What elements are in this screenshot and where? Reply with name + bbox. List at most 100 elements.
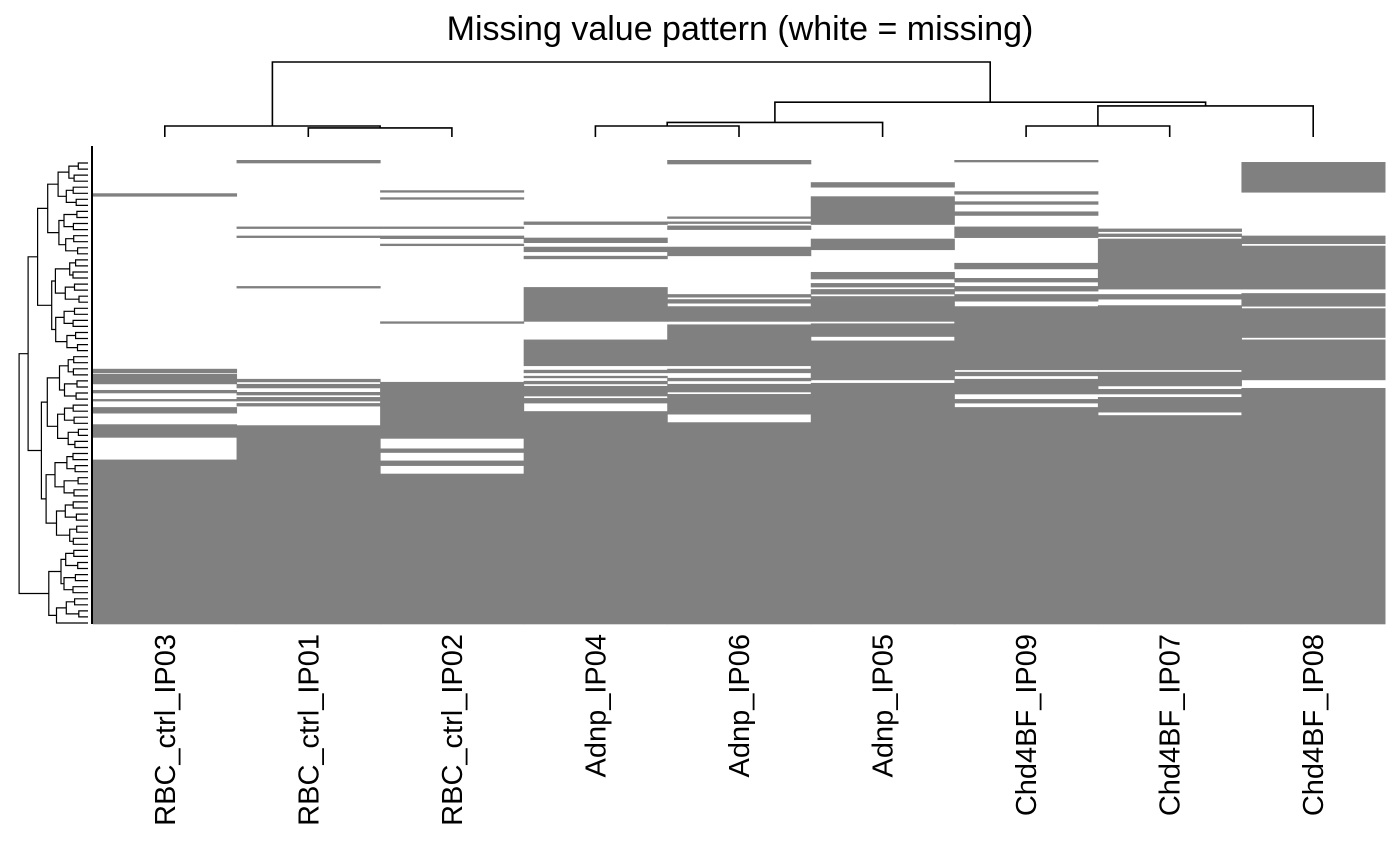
heatmap-cell-block [236, 160, 381, 164]
heatmap-cell-block [810, 238, 955, 251]
row-dendrogram-branch [76, 210, 88, 219]
row-dendrogram-branch [72, 222, 88, 231]
row-dendrogram-branch [54, 462, 67, 488]
row-dendrogram-branch [72, 404, 88, 412]
heatmap-cell-block [810, 204, 955, 225]
row-dendrogram-branch [63, 480, 79, 494]
heatmap-cell-block [810, 296, 955, 322]
heatmap-cell-block [954, 321, 1099, 371]
heatmap-cell-block [954, 371, 1099, 377]
heatmap-cell-block [954, 294, 1099, 302]
row-dendrogram-branch [55, 607, 88, 624]
row-dendrogram-branch [72, 452, 88, 461]
heatmap-cell-block [93, 193, 238, 197]
heatmap-cell-block [954, 262, 1099, 270]
heatmap-cell-block [523, 385, 668, 397]
column-label-Adnp_IP04: Adnp_IP04 [580, 634, 612, 778]
heatmap-cell-block [523, 369, 668, 374]
heatmap-cell-block [93, 459, 238, 625]
heatmap-cell-block [954, 201, 1099, 205]
heatmap-cell-block [236, 383, 381, 389]
heatmap-cell-block [1097, 294, 1242, 300]
row-dendrogram-branch [78, 295, 88, 303]
heatmap-cell-block [1241, 162, 1386, 193]
row-dendrogram-branch [74, 598, 88, 606]
heatmap-cell-block [954, 211, 1099, 216]
heatmap-cell-block [93, 407, 238, 414]
row-dendrogram-branch [60, 558, 66, 585]
row-dendrogram-branch [73, 283, 88, 291]
heatmap-cell-block [380, 190, 525, 193]
column-label-Adnp_IP05: Adnp_IP05 [868, 634, 900, 778]
row-dendrogram-branch [18, 353, 49, 595]
heatmap-cell-block [236, 403, 381, 407]
heatmap-cell-block [667, 422, 812, 625]
row-dendrogram-branch [72, 586, 88, 594]
heatmap-cell-block [1097, 228, 1242, 232]
heatmap-cell-block [1097, 397, 1242, 413]
heatmap-cell-block [523, 339, 668, 367]
heatmap-cell-block [810, 283, 955, 288]
row-dendrogram-branch [65, 238, 78, 252]
row-dendrogram-branch [72, 501, 88, 509]
heatmap-cell-block [236, 392, 381, 396]
heatmap-cell-block [667, 246, 812, 257]
heatmap-cell-block [1241, 387, 1386, 625]
heatmap-cell-block [523, 375, 668, 379]
row-dendrogram-branch [54, 268, 70, 294]
heatmap-cell-block [954, 191, 1099, 195]
heatmap-cell-block [523, 237, 668, 244]
heatmap-cell-block [93, 389, 238, 394]
row-dendrogram-branch [75, 392, 88, 400]
heatmap-cell-block [236, 286, 381, 289]
row-dendrogram-branch [47, 183, 59, 234]
row-dendrogram-branch [77, 428, 88, 436]
row-dendrogram-branch [63, 577, 76, 591]
heatmap-column-RBC_ctrl_IP02 [380, 190, 525, 625]
row-dendrogram-branch [73, 307, 88, 315]
heatmap-cell-block [667, 221, 812, 224]
row-dendrogram-branch [57, 413, 69, 439]
heatmap-column-Chd4BF_IP08 [1241, 162, 1386, 625]
column-label-RBC_ctrl_IP03: RBC_ctrl_IP03 [150, 634, 182, 826]
row-dendrogram-branch [63, 213, 77, 228]
heatmap-cell-block [810, 340, 955, 381]
row-dendrogram-branch [77, 477, 88, 485]
heatmap-column-Chd4BF_IP07 [1097, 228, 1242, 625]
row-dendrogram-branch [63, 383, 77, 397]
row-dendrogram-branch [55, 510, 70, 536]
heatmap-cell-block [380, 385, 525, 439]
heatmap-cell-block [1097, 415, 1242, 625]
heatmap-column-Adnp_IP06 [667, 160, 812, 625]
heatmap-cell-block [93, 424, 238, 438]
heatmap-cell-block [93, 373, 238, 385]
heatmap-cell-block [523, 380, 668, 385]
column-label-Adnp_IP06: Adnp_IP06 [724, 634, 756, 778]
column-dendrogram [164, 61, 1314, 137]
heatmap-cell-block [667, 377, 812, 382]
heatmap-column-Chd4BF_IP09 [954, 160, 1099, 625]
heatmap-cell-block [954, 306, 1099, 322]
row-dendrogram-branch [73, 356, 88, 364]
row-dendrogram-branch [58, 219, 66, 246]
heatmap-cell-block [954, 286, 1099, 292]
heatmap-cell-block [667, 383, 812, 393]
heatmap-cell-block [1241, 293, 1386, 307]
heatmap-column-Adnp_IP05 [810, 182, 955, 625]
column-label-RBC_ctrl_IP02: RBC_ctrl_IP02 [437, 634, 469, 826]
heatmap-cell-block [1097, 305, 1242, 371]
heatmap-cell-block [954, 399, 1099, 404]
row-dendrogram-branch [66, 456, 76, 470]
heatmap-cell-block [1241, 339, 1386, 381]
heatmap-cell-block [810, 271, 955, 280]
heatmap-cell-block [1097, 238, 1242, 241]
heatmap-cell-block [523, 411, 668, 625]
row-dendrogram-branch [77, 247, 88, 255]
row-dendrogram-branch [72, 186, 88, 194]
row-dendrogram-branch [73, 549, 88, 557]
heatmap-cell-block [93, 399, 238, 402]
row-dendrogram-branch [73, 174, 88, 182]
heatmap-cell-block [236, 235, 381, 238]
row-dendrogram-branch [77, 162, 88, 170]
row-dendrogram-branch [76, 380, 88, 388]
